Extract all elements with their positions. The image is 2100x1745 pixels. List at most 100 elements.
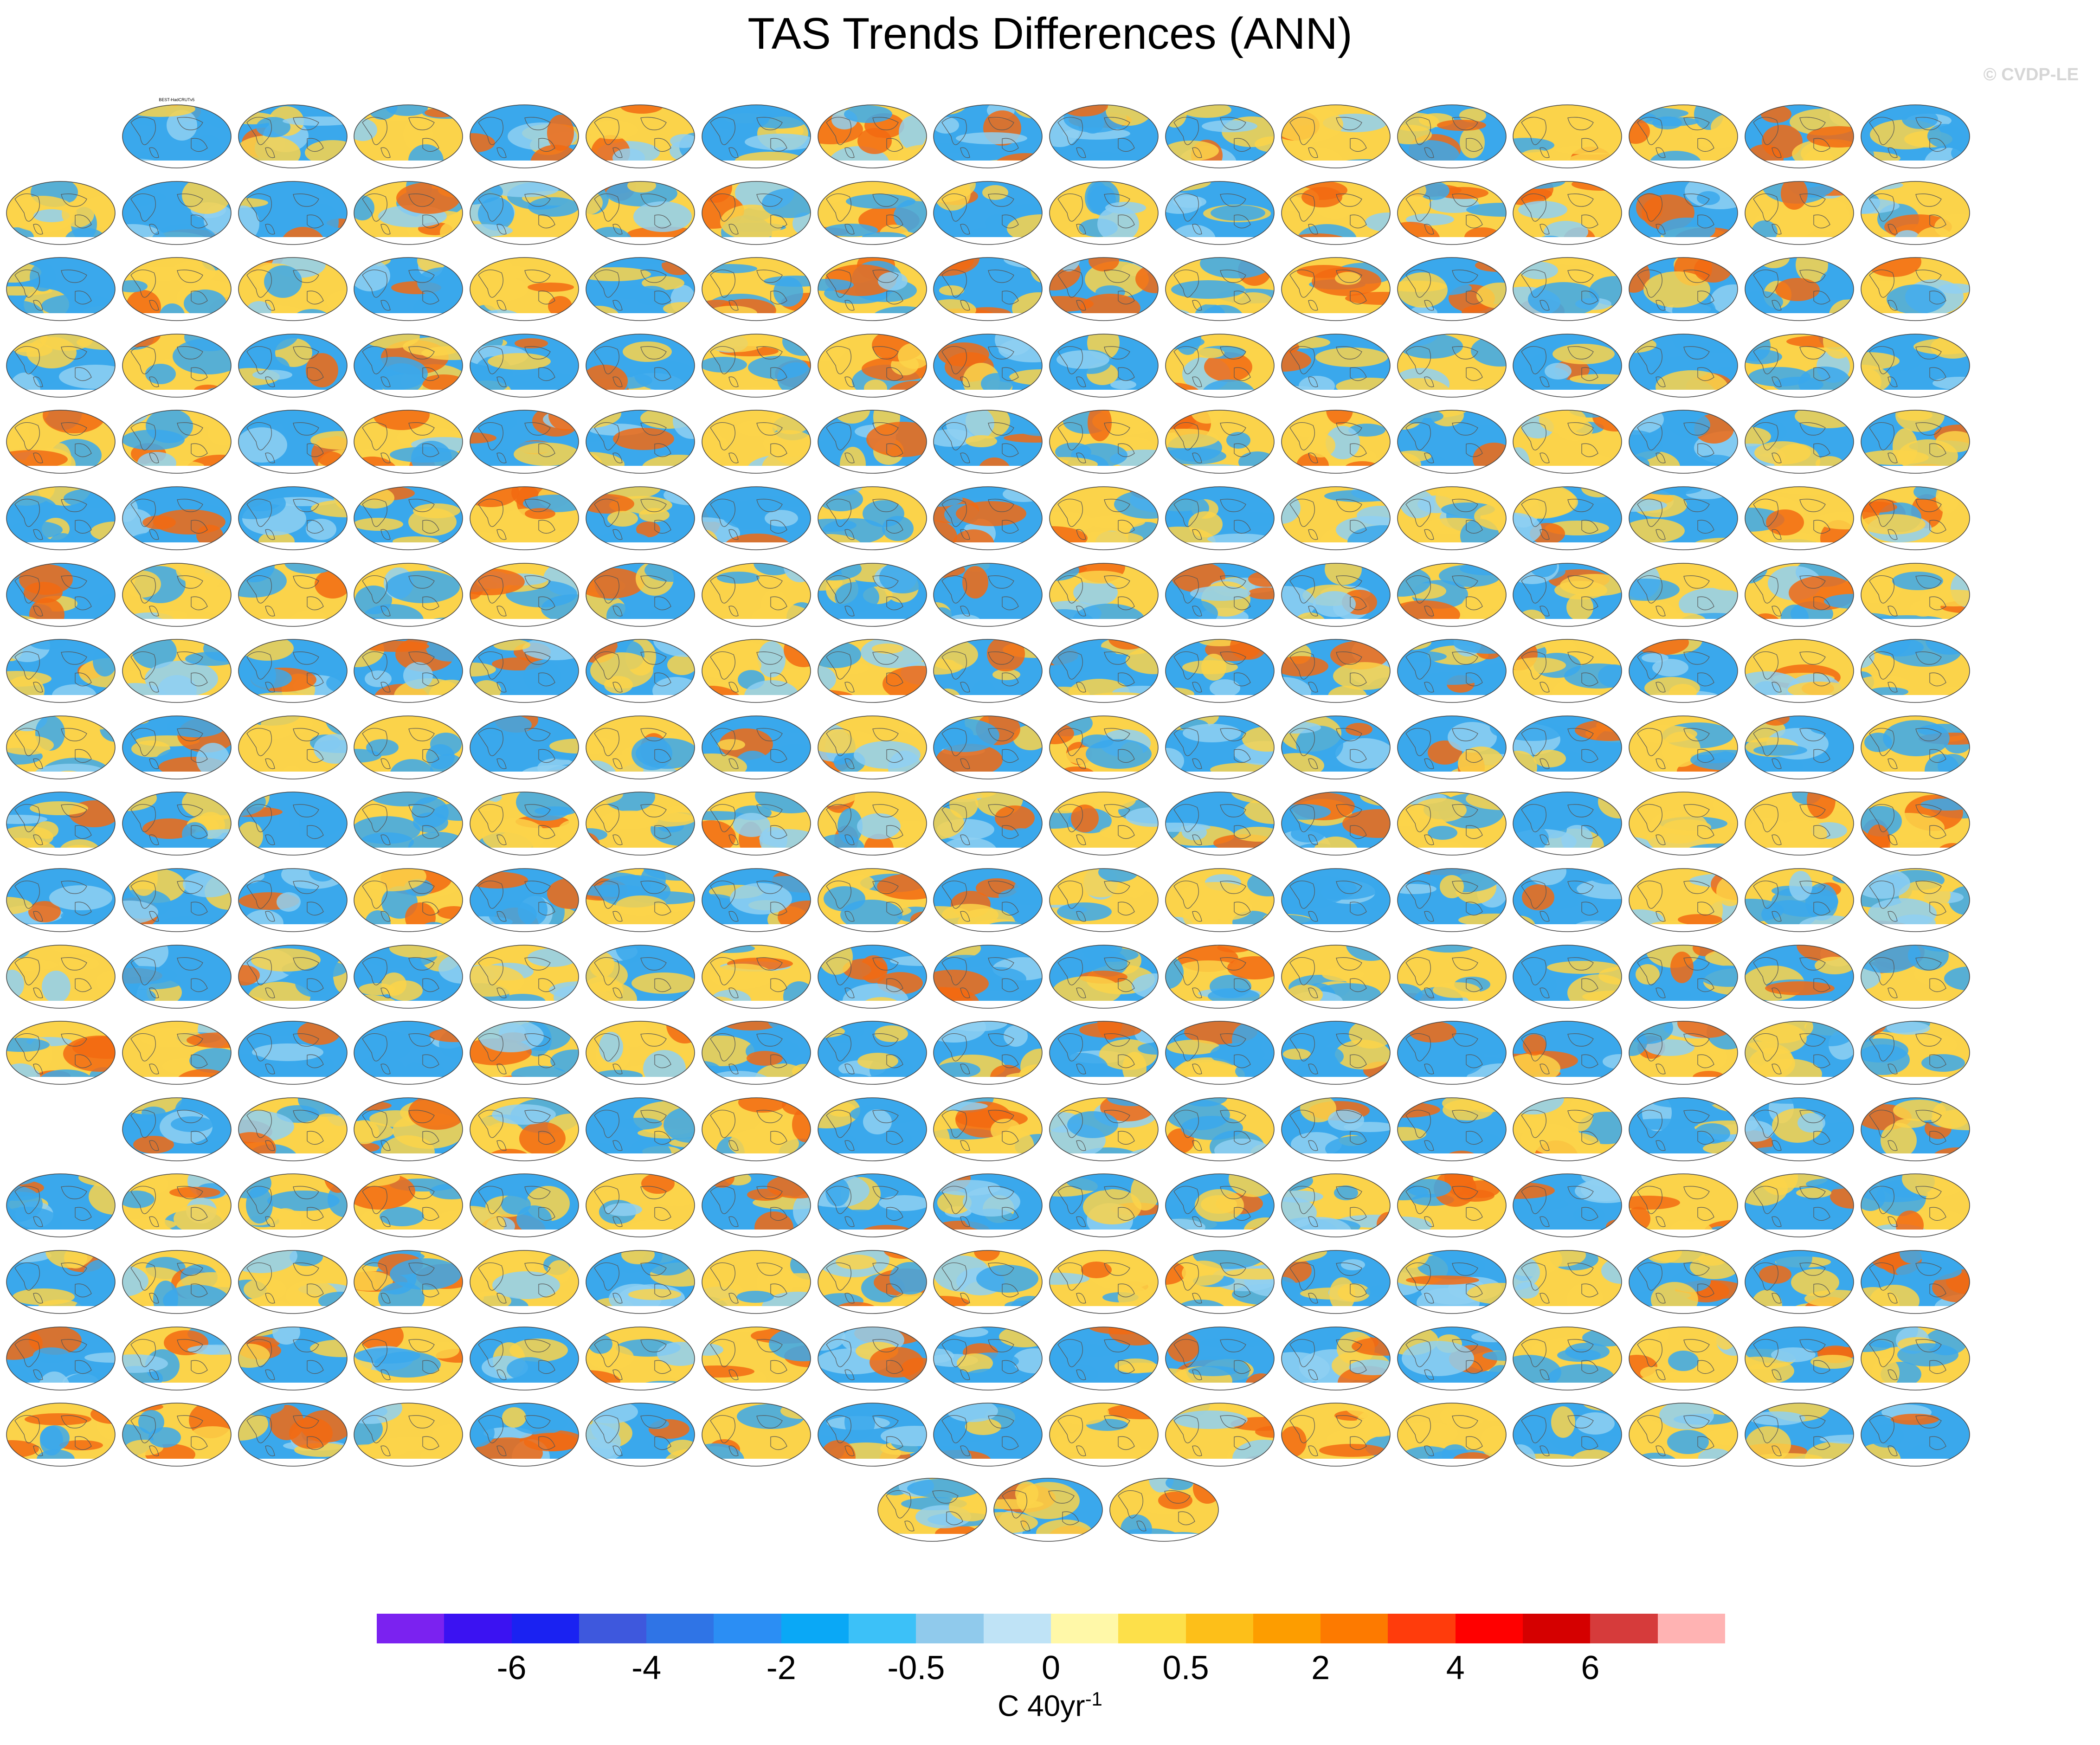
globe-map xyxy=(1049,1097,1159,1161)
globe-map xyxy=(1629,868,1738,932)
globe-map xyxy=(586,639,695,703)
globe-map xyxy=(817,1326,927,1391)
colorbar-swatch xyxy=(1455,1614,1523,1643)
map-panel-label xyxy=(1628,1014,1739,1020)
map-panel-label xyxy=(1281,1090,1391,1097)
map-panel xyxy=(353,403,464,477)
map-panel xyxy=(1512,708,1623,783)
globe-map xyxy=(1281,104,1391,168)
map-panel-label xyxy=(1744,632,1855,638)
globe-map xyxy=(1049,104,1159,168)
map-panel-label xyxy=(1744,1090,1855,1097)
globe-map xyxy=(586,1097,695,1161)
map-panel-label xyxy=(353,250,464,257)
globe-map xyxy=(470,180,579,245)
map-panel-label xyxy=(1281,861,1391,868)
map-panel xyxy=(701,327,812,401)
globe-map xyxy=(1629,1326,1738,1391)
map-panel-label xyxy=(817,1320,928,1326)
map-panel-label xyxy=(238,1320,348,1326)
globe-map xyxy=(1745,1097,1854,1161)
map-panel xyxy=(1860,403,1971,477)
map-panel xyxy=(1397,1396,1507,1470)
globe-map xyxy=(6,1326,116,1391)
globe-map xyxy=(1629,944,1738,1009)
globe-map xyxy=(1049,1326,1159,1391)
map-panel-label xyxy=(122,1396,232,1402)
globe-map xyxy=(238,1173,348,1238)
map-panel-label xyxy=(1744,861,1855,868)
map-panel xyxy=(1049,1090,1159,1165)
map-panel-label xyxy=(1744,1396,1855,1402)
globe-map xyxy=(817,1097,927,1161)
globe-map xyxy=(1281,486,1391,550)
map-panel-label xyxy=(122,861,232,868)
globe-map xyxy=(1513,257,1623,321)
map-panel xyxy=(469,861,580,935)
globe-map xyxy=(1745,868,1854,932)
map-panel-label xyxy=(1165,861,1275,868)
map-panel-label xyxy=(1165,556,1275,562)
globe-map xyxy=(1397,1021,1507,1085)
map-panel xyxy=(817,1090,928,1165)
map-panel xyxy=(1281,556,1391,630)
map-panel-label xyxy=(817,174,928,180)
map-panel xyxy=(353,861,464,935)
map-panel xyxy=(701,479,812,554)
map-panel-label xyxy=(1049,861,1159,868)
map-panel xyxy=(238,327,348,401)
globe-map xyxy=(470,334,579,398)
globe-map xyxy=(1513,334,1623,398)
map-panel xyxy=(1397,403,1507,477)
colorbar-tick-label: 2 xyxy=(1311,1649,1330,1687)
map-panel-label xyxy=(1512,97,1623,104)
globe-map xyxy=(1861,1021,1970,1085)
map-panel-label xyxy=(933,1243,1043,1249)
map-panel xyxy=(6,632,116,706)
map-panel xyxy=(817,785,928,859)
globe-map xyxy=(1397,868,1507,932)
map-panel-label xyxy=(1512,1320,1623,1326)
map-panel xyxy=(1397,327,1507,401)
map-panel-label xyxy=(1512,1014,1623,1020)
map-panel-label xyxy=(1860,1014,1971,1020)
map-panel-label xyxy=(1281,250,1391,257)
globe-map xyxy=(354,486,464,550)
colorbar-swatch xyxy=(579,1614,647,1643)
globe-map xyxy=(1629,792,1738,856)
globe-map xyxy=(1397,639,1507,703)
map-panel-label xyxy=(701,479,812,486)
globe-map xyxy=(1745,257,1854,321)
globe-map xyxy=(1629,1403,1738,1467)
map-panel xyxy=(933,1090,1043,1165)
map-panel xyxy=(1512,785,1623,859)
globe-map xyxy=(1861,562,1970,627)
map-panel xyxy=(1049,632,1159,706)
map-panel-label xyxy=(817,403,928,409)
map-panel xyxy=(238,174,348,248)
map-panel xyxy=(817,1243,928,1317)
map-panel-label xyxy=(6,1243,116,1249)
map-panel-label xyxy=(1512,938,1623,944)
map-panel-label xyxy=(1860,861,1971,868)
map-panel xyxy=(1165,1166,1275,1241)
map-panel-label xyxy=(1109,1471,1219,1477)
globe-map xyxy=(702,104,811,168)
map-panel-label xyxy=(701,556,812,562)
map-panel xyxy=(585,1014,696,1088)
map-panel-label xyxy=(701,938,812,944)
globe-map xyxy=(1629,1173,1738,1238)
map-panel xyxy=(1628,403,1739,477)
globe-map xyxy=(817,944,927,1009)
map-panel xyxy=(1049,97,1159,172)
map-panel xyxy=(469,938,580,1012)
map-panel xyxy=(585,861,696,935)
map-panel-label xyxy=(1049,632,1159,638)
map-panel-label xyxy=(701,327,812,333)
map-panel-label xyxy=(585,632,696,638)
globe-map xyxy=(238,104,348,168)
globe-map xyxy=(122,1326,232,1391)
globe-map xyxy=(1861,334,1970,398)
globe-map xyxy=(238,1097,348,1161)
globe-map xyxy=(1745,180,1854,245)
